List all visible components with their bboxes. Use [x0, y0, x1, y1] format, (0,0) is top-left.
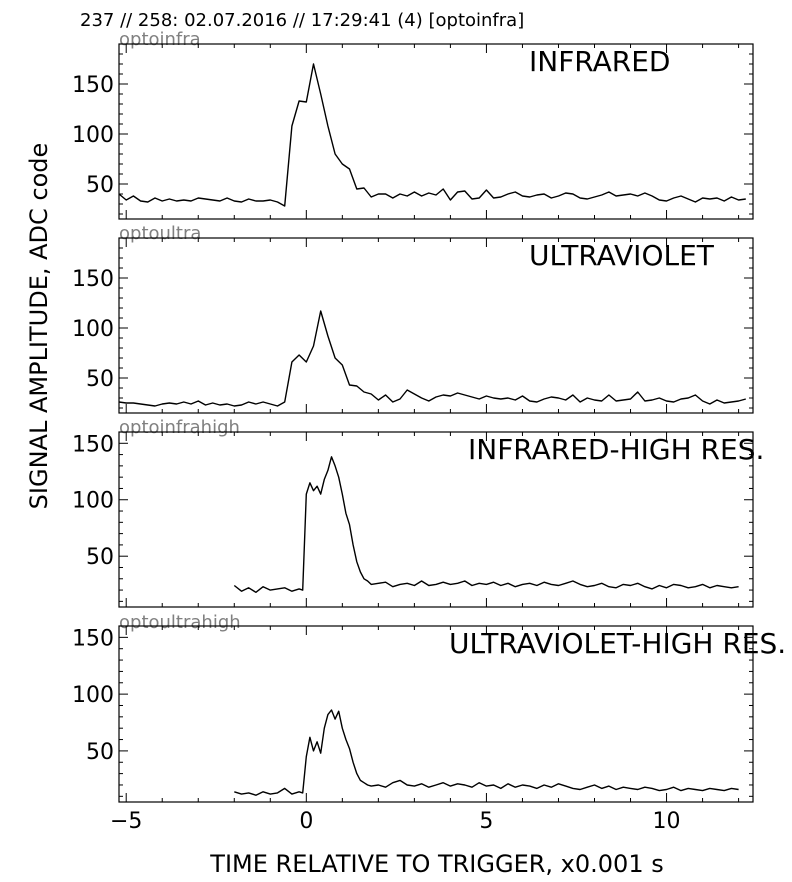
panel-ultraviolet: optoultra ULTRAVIOLET 50 100 150 [72, 223, 754, 414]
y-tick-label: 50 [86, 545, 114, 570]
figure-header: 237 // 258: 02.07.2016 // 17:29:41 (4) [… [80, 10, 524, 31]
x-tick-label: −5 [110, 809, 142, 834]
panel-title: ULTRAVIOLET [529, 239, 715, 272]
plot-frame [118, 431, 754, 608]
panel-infrared: optoinfra INFRARED 50 100 150 [72, 29, 754, 220]
panel-title: INFRARED-HIGH RES. [468, 433, 764, 466]
panel-title: INFRARED [529, 45, 671, 78]
y-tick-label: 100 [72, 489, 114, 514]
y-axis-label: SIGNAL AMPLITUDE, ADC code [25, 143, 53, 510]
panel-channel-name: optoultra [119, 223, 201, 244]
signal-trace [233, 456, 739, 593]
y-tick-label: 150 [72, 73, 114, 98]
y-tick-label: 50 [86, 173, 114, 198]
panel-title: ULTRAVIOLET-HIGH RES. [449, 627, 786, 660]
plot-frame [118, 43, 754, 220]
y-tick-label: 100 [72, 317, 114, 342]
x-tick-label: 5 [479, 809, 493, 834]
x-tick-label: 0 [299, 809, 313, 834]
panel-ultraviolet-high-res: optoultrahigh ULTRAVIOLET-HIGH RES. 5010… [72, 612, 786, 834]
signal-trace [234, 709, 739, 796]
panel-channel-name: optoultrahigh [119, 612, 241, 633]
panel-infrared-high-res: optoinfrahigh INFRARED-HIGH RES. 50 100 15… [72, 417, 764, 608]
x-tick-label: 10 [653, 809, 681, 834]
panel-channel-name: optoinfra [119, 29, 201, 50]
y-tick-label: 50 [86, 740, 114, 765]
panel-channel-name: optoinfrahigh [119, 417, 240, 438]
plot-frame [118, 625, 754, 803]
y-tick-label: 50 [86, 367, 114, 392]
signal-trace [118, 310, 746, 407]
x-axis-label: TIME RELATIVE TO TRIGGER, x0.001 s [209, 850, 663, 878]
y-tick-label: 150 [72, 432, 114, 457]
y-tick-label: 150 [72, 626, 114, 651]
signal-trace [118, 63, 746, 207]
y-tick-label: 100 [72, 123, 114, 148]
y-tick-label: 150 [72, 267, 114, 292]
y-tick-label: 100 [72, 683, 114, 708]
plot-frame [118, 237, 754, 414]
